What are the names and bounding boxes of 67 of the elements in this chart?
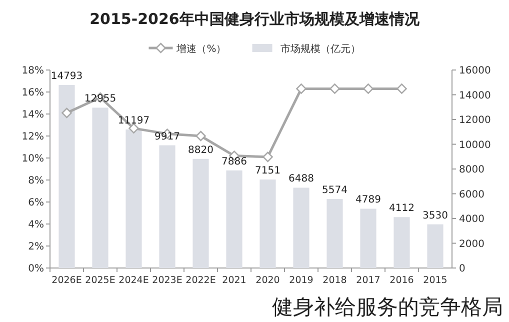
- point: [296, 84, 306, 94]
- legend-label: 市场规模（亿元）: [280, 43, 360, 55]
- y-tick-label: 10%: [22, 154, 44, 164]
- bar: [159, 145, 176, 268]
- y2-tick-label: 6000: [459, 189, 484, 200]
- data-label: 6488: [288, 174, 314, 185]
- data-label: 4789: [356, 194, 381, 206]
- x-tick-label: 2018: [322, 275, 347, 286]
- bar: [126, 129, 142, 268]
- x-tick-label: 2021: [222, 275, 246, 286]
- x-tick-label: 2019: [289, 275, 314, 286]
- bar: [226, 170, 242, 268]
- y-tick-label: 18%: [22, 66, 44, 76]
- y2-tick-label: 8000: [459, 164, 484, 176]
- data-label: 7886: [222, 156, 247, 168]
- point: [262, 152, 273, 162]
- data-label: 9917: [154, 131, 180, 142]
- y2-tick-label: 12000: [459, 115, 491, 126]
- y-tick-label: 12%: [22, 132, 44, 142]
- data-label: 3530: [422, 210, 448, 222]
- x-tick-label: 2020: [256, 275, 280, 286]
- data-label: 4112: [389, 203, 414, 214]
- y-tick-label: 2%: [28, 242, 44, 252]
- bar: [326, 199, 343, 268]
- x-tick-label: 2015: [423, 275, 448, 286]
- y-tick-label: 14%: [22, 110, 44, 120]
- bar: [260, 180, 276, 268]
- x-tick-label: 2026E: [52, 275, 82, 286]
- y2-tick-label: 2000: [459, 238, 484, 250]
- x-tick-label: 2023E: [152, 275, 182, 286]
- data-label: 11197: [118, 115, 150, 126]
- bar: [92, 108, 108, 268]
- bar: [394, 217, 410, 268]
- bar: [427, 224, 444, 268]
- y2-tick-label: 10000: [459, 140, 491, 151]
- y-tick-label: 0%: [28, 264, 44, 274]
- point: [62, 108, 72, 118]
- text: 健身补给服务的竞争格局: [272, 295, 503, 319]
- bar: [360, 208, 376, 268]
- data-label: 12955: [84, 94, 116, 105]
- data-label: 8820: [188, 144, 214, 156]
- data-label: 7151: [255, 166, 280, 177]
- y2-tick-label: 14000: [459, 90, 491, 102]
- x-tick-label: 2024E: [118, 275, 149, 286]
- y2-tick-label: 4000: [459, 214, 484, 225]
- y-tick-label: 8%: [28, 176, 44, 186]
- x-tick-label: 2017: [356, 275, 380, 286]
- data-label: 5574: [322, 185, 348, 196]
- bar: [58, 84, 75, 268]
- y2-tick-label: 0: [459, 264, 466, 274]
- y-tick-label: 4%: [28, 220, 44, 230]
- point: [396, 84, 407, 94]
- data-label: 14793: [50, 70, 83, 82]
- point: [128, 123, 139, 134]
- point: [363, 84, 374, 94]
- x-tick-label: 2022E: [186, 275, 216, 286]
- y-tick-label: 6%: [28, 198, 44, 208]
- point: [330, 84, 340, 94]
- x-tick-label: 2025E: [85, 275, 116, 286]
- chart-title: 2015-2026年中国健身行业市场规模及增速情况: [90, 10, 420, 28]
- legend-label: 增速（%）: [176, 43, 226, 55]
- y-tick-label: 16%: [22, 88, 44, 98]
- bar: [293, 188, 310, 268]
- x-tick-label: 2016: [390, 275, 414, 286]
- point: [196, 130, 206, 142]
- bar: [192, 158, 209, 268]
- y2-tick-label: 16000: [459, 66, 491, 76]
